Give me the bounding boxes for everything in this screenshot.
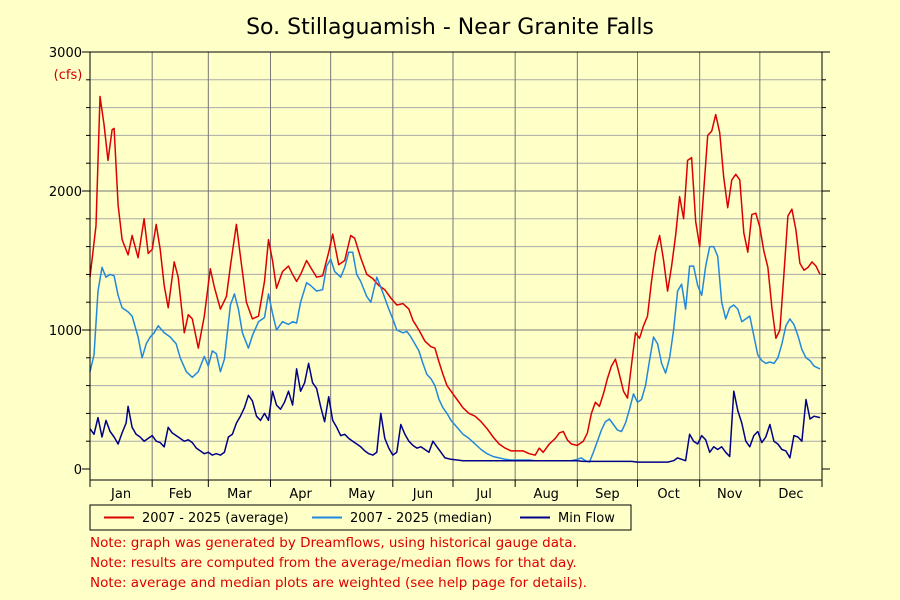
note-line-3: Note: average and median plots are weigh…: [90, 575, 588, 591]
series-layer: [89, 95, 821, 463]
plot-frame: [89, 51, 823, 481]
legend: 2007 - 2025 (average) 2007 - 2025 (median…: [89, 504, 632, 531]
y-axis-unit-label: (cfs): [54, 68, 83, 83]
y-tick-label: 1000: [49, 324, 82, 339]
chart-title: So. Stillaguamish - Near Granite Falls: [246, 15, 654, 40]
y-tick-label: 2000: [49, 185, 82, 200]
x-tick-label-oct: Oct: [657, 487, 679, 502]
x-tick-label-jul: Jul: [475, 487, 492, 502]
x-tick-label-jan: Jan: [110, 487, 131, 502]
x-tick-label-may: May: [348, 487, 375, 502]
legend-label-2: Min Flow: [558, 511, 615, 526]
note-line-1: Note: graph was generated by Dreamflows,…: [90, 535, 577, 551]
legend-label-0: 2007 - 2025 (average): [142, 511, 289, 526]
series-line-2: [89, 362, 821, 463]
series-line-0: [89, 95, 821, 456]
legend-label-1: 2007 - 2025 (median): [350, 511, 492, 526]
grid-layer: [90, 52, 822, 480]
series-line-1: [89, 245, 821, 463]
plot-area: [90, 52, 822, 480]
x-tick-label-dec: Dec: [778, 487, 803, 502]
x-tick-label-sep: Sep: [595, 487, 620, 502]
x-tick-label-nov: Nov: [717, 487, 743, 502]
y-tick-label: 3000: [49, 46, 82, 61]
axis-layer: 0 1000 2000 3000 Jan Feb Mar Apr May Jun Jul Aug Sep…: [49, 46, 830, 502]
note-line-2: Note: results are computed from the aver…: [90, 555, 577, 571]
x-tick-label-aug: Aug: [534, 487, 559, 502]
x-tick-label-mar: Mar: [227, 487, 252, 502]
x-tick-label-apr: Apr: [289, 487, 312, 502]
x-tick-label-jun: Jun: [412, 487, 433, 502]
x-tick-label-feb: Feb: [169, 487, 192, 502]
y-tick-label: 0: [74, 463, 82, 478]
